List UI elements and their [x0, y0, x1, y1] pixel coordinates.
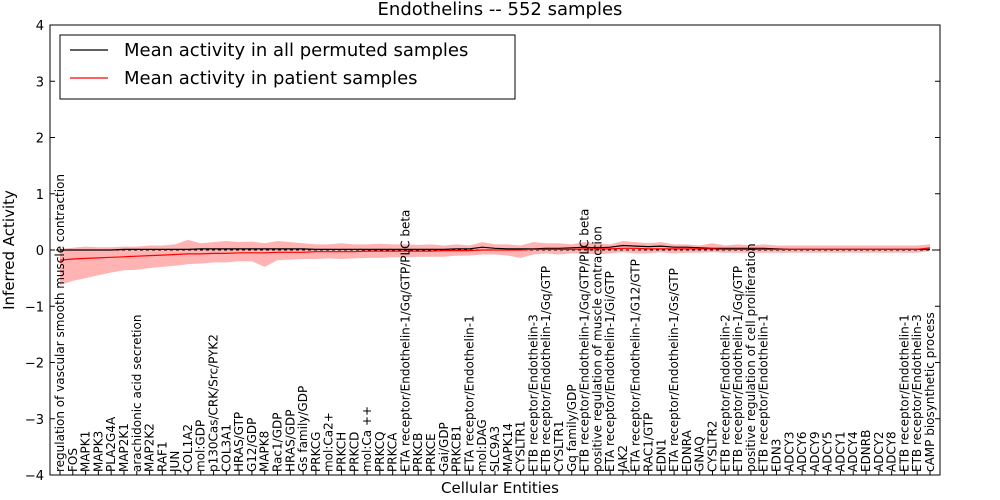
entity-label: mol:GDP	[194, 420, 208, 472]
entity-label: ETA receptor/Endothelin-1/Gs/GTP	[667, 268, 681, 472]
entity-label: PRKCG	[309, 432, 323, 472]
entity-label: COL1A2	[181, 424, 195, 472]
y-tick-label: 2	[36, 132, 44, 147]
entity-label: ETA receptor/Endothelin-1/G12/GTP	[629, 259, 643, 472]
entity-label: Gq family/GDP	[565, 384, 579, 472]
entity-label: regulation of vascular smooth muscle con…	[53, 174, 67, 472]
entity-label: ADCY8	[885, 431, 899, 472]
entity-label: ADCY5	[821, 431, 835, 472]
entity-label: arachidonic acid secretion	[130, 315, 144, 472]
entity-label: Rac1/GDP	[271, 413, 285, 472]
entity-label: FOS	[66, 448, 80, 472]
entity-label: EDN1	[654, 439, 668, 472]
entity-label: PRKCH	[334, 432, 348, 472]
entity-label: PLA2G4A	[104, 416, 118, 472]
entity-label: MAPK14	[501, 423, 515, 472]
legend-box	[59, 34, 516, 100]
patient-spread-band	[60, 239, 930, 285]
y-tick-label: −3	[25, 413, 44, 428]
y-tick-label: 4	[36, 19, 44, 34]
entity-label: Gai/GDP	[437, 422, 451, 472]
entity-label: Gs family/GDP	[296, 386, 310, 472]
entity-label: PRKCQ	[373, 431, 387, 472]
entity-label: ETB receptor/Endothelin-2	[718, 314, 732, 472]
entity-label: ADCY3	[782, 431, 796, 472]
x-ticks	[59, 471, 931, 475]
entity-label: MAPK8	[258, 431, 272, 472]
entity-label: ETB receptor/Endothelin-1	[897, 314, 911, 472]
entity-label: ADCY6	[795, 431, 809, 472]
entity-label: ETA receptor/Endothelin-1/Gq/GTP/PLC bet…	[398, 210, 412, 472]
entity-label: ETB receptor/Endothelin-1/Gq/GTP	[731, 266, 745, 472]
entity-label: PRKCB1	[450, 425, 464, 472]
entity-label: EDN3	[769, 439, 783, 472]
entity-label: G12/GDP	[245, 418, 259, 472]
entity-label: CYSLTR1	[552, 421, 566, 472]
entity-label: RAF1	[155, 441, 169, 472]
entity-label: MAP2K1	[117, 423, 131, 472]
entity-label: JAK2	[616, 445, 630, 473]
entity-label: MAPK3	[91, 431, 105, 472]
chart-title: Endothelins -- 552 samples	[378, 0, 623, 20]
entity-label: ADCY4	[846, 431, 860, 472]
series-patient-line	[59, 247, 931, 261]
y-tick-label: −4	[25, 469, 44, 484]
y-tick-label: −2	[25, 357, 44, 372]
entity-label: mol:DAG	[475, 419, 489, 472]
legend-label-patient: Mean activity in patient samples	[124, 68, 418, 89]
entity-label: HRAS/GDP	[283, 409, 297, 472]
entity-label: PRKCE	[424, 433, 438, 472]
entity-label: PRKCA	[386, 432, 400, 472]
entity-label: RAC1/GTP	[642, 413, 656, 472]
legend: Mean activity in all permuted samples Me…	[59, 34, 516, 100]
legend-label-permuted: Mean activity in all permuted samples	[124, 40, 468, 61]
y-axis-label: Inferred Activity	[0, 190, 18, 310]
entity-label: EDNRA	[680, 429, 694, 472]
entity-label: positive regulation of muscle contractio…	[590, 226, 604, 472]
entity-label: p130Cas/CRK/Src/PYK2	[207, 334, 221, 472]
y-tick-label: 0	[36, 244, 44, 259]
y-ticks: −4 −3 −2 −1 0 1 2 3 4	[25, 19, 940, 484]
entity-label: cAMP biosynthetic process	[923, 312, 937, 472]
entity-label: ETA receptor/Endothelin-1	[462, 315, 476, 472]
entity-label: PRKCB	[411, 433, 425, 472]
series-layer	[59, 244, 931, 261]
x-axis-label: Cellular Entities	[441, 479, 559, 497]
y-tick-label: −1	[25, 300, 44, 315]
entity-label: ADCY9	[808, 431, 822, 472]
y-tick-label: 3	[36, 75, 44, 90]
entity-label: COL3A1	[219, 424, 233, 472]
entity-label: PRKCD	[347, 432, 361, 472]
y-tick-label: 1	[36, 188, 44, 203]
entity-label: MAPK1	[79, 431, 93, 472]
entity-label: CYSLTR1	[514, 421, 528, 472]
entity-label: ADCY2	[872, 431, 886, 472]
entity-label: CYSLTR2	[706, 421, 720, 472]
entity-label: GNAQ	[693, 436, 707, 472]
entity-label: HRAS/GTP	[232, 412, 246, 472]
entity-label: ETA receptor/Endothelin-1/Gi/GTP	[603, 271, 617, 472]
entity-label: ETB receptor/Endothelin-3	[526, 314, 540, 472]
entity-label: MAP2K2	[143, 423, 157, 472]
entity-label: SLC9A3	[488, 426, 502, 472]
entity-labels: regulation of vascular smooth muscle con…	[53, 174, 937, 473]
entity-label: EDNRB	[859, 430, 873, 472]
entity-label: positive regulation of cell proliferatio…	[744, 243, 758, 472]
entity-label: mol:Ca2+	[322, 412, 336, 472]
entity-label: ETB receptor/Endothelin-1/Gq/GTP	[539, 266, 553, 472]
entity-label: ETB receptor/Endothelin-1/Gq/GTP/PLC bet…	[578, 209, 592, 472]
entity-label: ETB receptor/Endothelin-1	[757, 314, 771, 472]
entity-label: ADCY1	[833, 431, 847, 472]
entity-label: mol:Ca ++	[360, 406, 374, 472]
entity-label: ETB receptor/Endothelin-3	[910, 314, 924, 472]
band-layer	[60, 239, 930, 285]
entity-label: JUN	[168, 451, 182, 473]
